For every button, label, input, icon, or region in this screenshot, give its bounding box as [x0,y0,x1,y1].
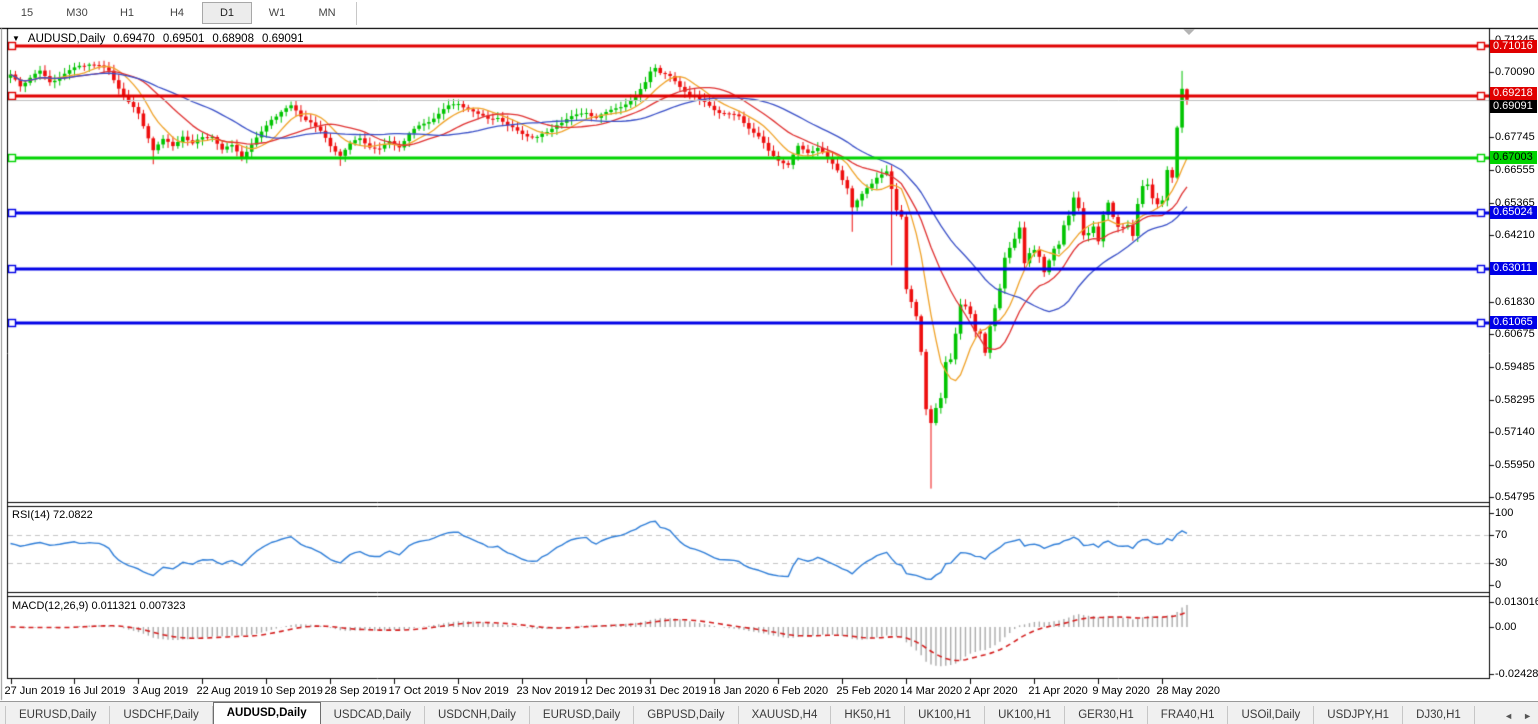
timeframe-button-m30[interactable]: M30 [66,7,88,19]
tab-xauusd-h4[interactable]: XAUUSD,H4 [739,706,832,724]
timeframe-button-15[interactable]: 15 [20,7,34,19]
date-label: 17 Oct 2019 [388,685,449,697]
date-label: 23 Nov 2019 [516,685,579,697]
price-badge-0-61065: 0.61065 [1490,316,1537,330]
date-label: 22 Aug 2019 [196,685,259,697]
price-axis-tick: 0.70090 [1495,66,1535,78]
macd-axis-tick: -0.024282 [1495,667,1538,680]
tab-uk100-h1[interactable]: UK100,H1 [905,706,986,724]
tab-hk50-h1[interactable]: HK50,H1 [831,706,906,724]
tab-dj30-h1[interactable]: DJ30,H1 [1403,706,1475,724]
date-label: 6 Feb 2020 [772,685,829,697]
tab-usdcad-daily[interactable]: USDCAD,Daily [321,706,425,724]
price-badge-0-69091: 0.69091 [1490,100,1537,114]
date-label: 12 Dec 2019 [580,685,643,697]
tab-audusd-daily[interactable]: AUDUSD,Daily [212,702,321,724]
date-label: 21 Apr 2020 [1028,685,1088,697]
chart-title: ▼ AUDUSD,Daily 0.69470 0.69501 0.68908 0… [12,33,304,45]
date-label: 31 Dec 2019 [644,685,707,697]
rsi-axis-tick: 100 [1495,507,1514,519]
timeframe-button-h1[interactable]: H1 [119,7,135,19]
price-badge-0-67003: 0.67003 [1490,151,1537,165]
macd-axis-tick: 0.00 [1495,621,1517,633]
tab-ger30-h1[interactable]: GER30,H1 [1065,706,1148,724]
date-label: 28 May 2020 [1156,685,1220,697]
ohlc-high: 0.69501 [162,33,205,45]
tab-usoil-daily[interactable]: USOil,Daily [1228,706,1315,724]
rsi-axis-tick: 0 [1495,579,1502,591]
date-label: 18 Jan 2020 [708,685,769,697]
macd-axis-tick: 0.013016 [1495,595,1538,608]
price-axis-tick: 0.59485 [1495,360,1535,373]
tab-usdjpy-h1[interactable]: USDJPY,H1 [1314,706,1404,724]
price-axis-tick: 0.55950 [1495,458,1535,471]
chart-shift-marker[interactable] [1183,29,1195,35]
price-badge-0-65024: 0.65024 [1490,206,1537,220]
date-label: 2 Apr 2020 [964,685,1018,697]
tab-gbpusd-daily[interactable]: GBPUSD,Daily [634,706,739,724]
symbol-dropdown-icon[interactable]: ▼ [12,33,20,43]
rsi-indicator-label: RSI(14) 72.0822 [12,509,93,521]
date-label: 10 Sep 2019 [260,685,323,697]
tab-eurusd-daily[interactable]: EURUSD,Daily [5,706,111,724]
price-badge-0-69218: 0.69218 [1490,86,1537,100]
price-axis-tick: 0.60675 [1495,327,1535,340]
price-axis-tick: 0.66555 [1495,164,1535,177]
price-axis-tick: 0.57140 [1495,425,1535,438]
timeframe-button-mn[interactable]: MN [318,7,336,19]
chart-symbol-label: AUDUSD,Daily [27,33,106,45]
rsi-axis-tick: 30 [1495,557,1508,570]
chart-tab-bar: EURUSD,Daily USDCHF,Daily AUDUSD,Daily USDC… [0,701,1538,724]
ohlc-open: 0.69470 [113,33,155,45]
macd-indicator-label: MACD(12,26,9) 0.011321 0.007323 [12,600,186,612]
tab-usdcnh-daily[interactable]: USDCNH,Daily [425,706,530,724]
tab-eurusd-daily[interactable]: EURUSD,Daily [530,706,635,724]
timeframe-button-h4[interactable]: H4 [169,7,185,19]
price-axis-tick: 0.67745 [1495,131,1535,144]
tab-scroll-left-icon[interactable]: ◄ [1504,711,1514,721]
price-axis-tick: 0.61830 [1495,295,1535,308]
price-badge-0-71016: 0.71016 [1490,39,1537,53]
tab-scroll-right-icon[interactable]: ► [1523,711,1532,721]
timeframe-button-d1[interactable]: D1 [202,2,252,24]
date-label: 27 Jun 2019 [4,685,66,697]
date-label: 9 May 2020 [1092,685,1150,697]
date-label: 28 Sep 2019 [324,685,387,697]
date-label: 3 Aug 2019 [132,685,189,697]
toolbar-separator [356,2,357,25]
tab-usdchf-daily[interactable]: USDCHF,Daily [110,706,213,724]
ohlc-close: 0.69091 [261,33,304,45]
price-badge-0-63011: 0.63011 [1490,262,1537,276]
tab-fra40-h1[interactable]: FRA40,H1 [1148,706,1229,724]
tab-uk100-h1[interactable]: UK100,H1 [985,706,1066,724]
timeframe-button-w1[interactable]: W1 [268,7,286,19]
rsi-axis-tick: 70 [1495,528,1508,541]
date-label: 25 Feb 2020 [836,685,899,697]
date-label: 16 Jul 2019 [68,685,126,697]
price-axis-tick: 0.58295 [1495,393,1535,406]
price-axis-tick: 0.54795 [1495,491,1535,504]
ohlc-low: 0.68908 [212,33,254,45]
date-label: 14 Mar 2020 [900,685,963,697]
timeframe-toolbar: 15 M30 H1 H4 D1 W1 MN [0,0,1538,28]
date-label: 5 Nov 2019 [452,685,509,697]
price-axis-tick: 0.64210 [1495,229,1535,242]
